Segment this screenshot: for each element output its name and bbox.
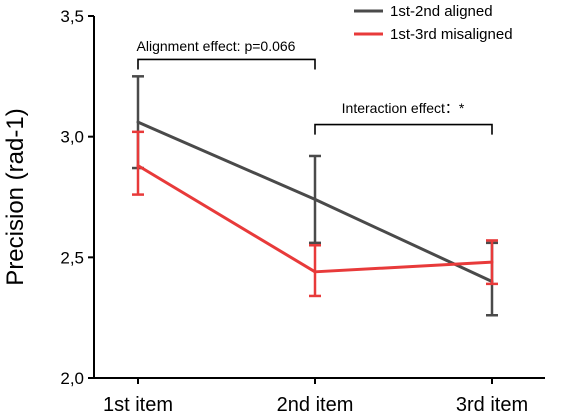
- bracket-line: [137, 58, 316, 70]
- x-ticks: 1st item 2nd item 3rd item: [103, 378, 528, 416]
- y-tick-label: 3,0: [60, 128, 84, 147]
- legend-item: 1st-2nd aligned: [354, 3, 493, 20]
- error-bar: [486, 239, 498, 286]
- legend: 1st-2nd aligned 1st-3rd misaligned: [354, 3, 513, 43]
- error-bar: [309, 154, 321, 245]
- y-axis-label: Precision (rad-1): [2, 108, 29, 285]
- bracket-line: [314, 123, 493, 135]
- legend-label: 1st-2nd aligned: [390, 3, 493, 20]
- annotations: Alignment effect: p=0.066 Interaction eff…: [137, 38, 493, 135]
- y-tick-label: 2,5: [60, 248, 84, 267]
- data-point: [136, 120, 140, 124]
- data-point: [136, 164, 140, 168]
- data-point: [313, 270, 317, 274]
- error-bar: [309, 244, 321, 298]
- annotation-bracket: Alignment effect: p=0.066: [137, 38, 316, 70]
- annotation-text: Interaction effect：*: [342, 100, 465, 116]
- x-tick-label: 1st item: [103, 394, 173, 416]
- series-1: [132, 130, 498, 298]
- error-bar: [132, 130, 144, 196]
- data-point: [313, 197, 317, 201]
- legend-label: 1st-3rd misaligned: [390, 26, 513, 43]
- axes: [93, 16, 545, 379]
- annotation-bracket: Interaction effect：*: [314, 100, 493, 135]
- y-ticks: 2,0 2,5 3,0 3,5: [60, 7, 94, 388]
- x-tick-label: 2nd item: [277, 394, 354, 416]
- series-group: [132, 75, 498, 317]
- y-tick-label: 3,5: [60, 7, 84, 26]
- legend-item: 1st-3rd misaligned: [354, 26, 513, 43]
- y-tick-label: 2,0: [60, 369, 84, 388]
- x-tick-label: 3rd item: [456, 394, 528, 416]
- data-point: [490, 260, 494, 264]
- annotation-text: Alignment effect: p=0.066: [137, 38, 296, 54]
